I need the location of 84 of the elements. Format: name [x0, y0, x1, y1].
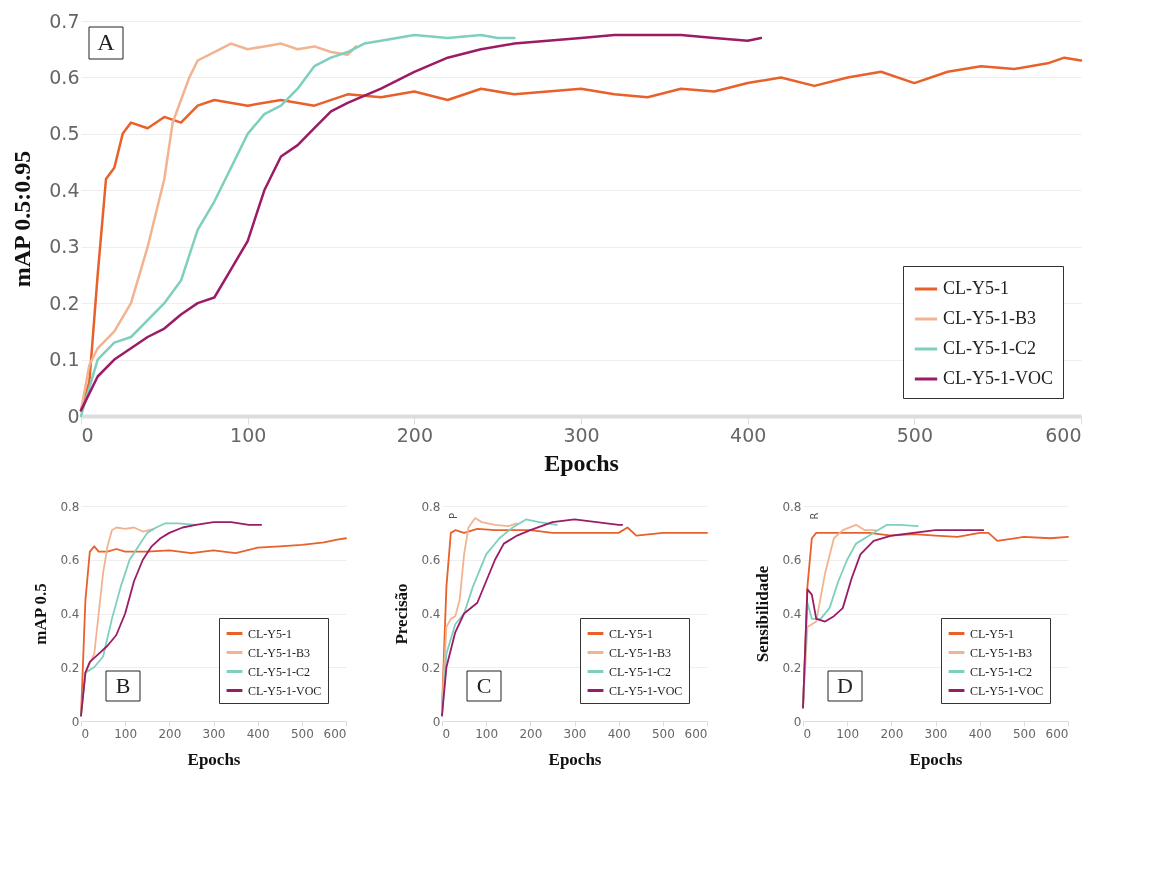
legend-label: CL-Y5-1 [609, 626, 653, 641]
x-tick-label: 500 [896, 423, 933, 446]
line-series [441, 517, 518, 709]
y-tick-label: 0.2 [60, 660, 80, 675]
y-tick-label: 0.4 [782, 607, 802, 621]
y-tick-label: 0.3 [49, 235, 80, 258]
annotation: C [476, 673, 492, 698]
x-tick-label: 200 [396, 423, 433, 446]
y-axis-title: Sensibilidade [753, 565, 773, 663]
y-tick-label: 0.4 [49, 178, 80, 201]
x-tick-label: 400 [730, 423, 767, 446]
y-tick-label: 0.7 [49, 9, 80, 32]
legend-label: CL-Y5-1-C2 [609, 664, 671, 679]
x-tick-label: 600 [323, 726, 347, 741]
legend-label: CL-Y5-1-VOC [248, 683, 322, 698]
x-tick-label: 500 [1012, 726, 1036, 741]
y-tick-label: 0.6 [782, 553, 802, 568]
x-tick-label: 500 [651, 726, 675, 741]
y-tick-label: 0.8 [60, 499, 80, 514]
line-series [79, 33, 763, 412]
annotation: B [115, 673, 131, 698]
legend-label: CL-Y5-1-B3 [609, 645, 671, 660]
x-tick-label: 100 [475, 726, 499, 741]
x-tick-label: 100 [114, 726, 138, 741]
y-tick-label: 0.2 [782, 660, 802, 675]
y-axis-title: mAP 0.5 [31, 583, 51, 645]
y-tick-label: 0.6 [60, 553, 80, 568]
legend-label: CL-Y5-1 [943, 278, 1009, 298]
y-tick-label: 0 [67, 404, 80, 427]
annotation: A [97, 29, 116, 55]
x-axis-title: Epochs [548, 749, 602, 769]
x-tick-label: 300 [563, 726, 587, 741]
x-tick-label: 200 [519, 726, 543, 741]
legend-label: CL-Y5-1-VOC [970, 683, 1044, 698]
y-tick-label: 0 [71, 714, 80, 729]
x-tick-label: 600 [684, 726, 708, 741]
x-axis-title: Epochs [187, 749, 241, 769]
y-tick-label: 0 [793, 714, 802, 729]
x-tick-label: 600 [1045, 726, 1069, 741]
y-tick-label: 0 [432, 714, 441, 729]
legend-label: CL-Y5-1-B3 [943, 308, 1036, 328]
y-tick-label: 0.2 [421, 660, 441, 675]
y-tick-label: 0.4 [421, 607, 441, 621]
x-tick-label: 400 [968, 726, 992, 741]
x-tick-label: 0 [803, 726, 812, 741]
y-tick-label: 0.2 [49, 291, 80, 314]
y-tick-label: 0.1 [49, 348, 80, 371]
x-tick-label: 100 [230, 423, 267, 446]
x-tick-label: 400 [246, 726, 270, 741]
line-series [79, 33, 516, 418]
y-axis-title: Precisão [392, 583, 412, 645]
x-axis-title: Epochs [909, 749, 963, 769]
x-axis-title: Epochs [544, 449, 619, 476]
x-tick-label: 400 [607, 726, 631, 741]
legend-label: CL-Y5-1-C2 [970, 664, 1032, 679]
y-tick-label: 0.8 [421, 499, 441, 514]
legend-label: CL-Y5-1-C2 [943, 338, 1036, 358]
y-tick-label: 0.6 [49, 65, 80, 88]
x-tick-label: 300 [563, 423, 600, 446]
annotation: P [448, 512, 459, 520]
x-tick-label: 0 [442, 726, 451, 741]
legend-label: CL-Y5-1 [970, 626, 1014, 641]
legend-label: CL-Y5-1-VOC [609, 683, 683, 698]
annotation: D [837, 673, 853, 698]
x-tick-label: 200 [158, 726, 182, 741]
x-tick-label: 500 [290, 726, 314, 741]
x-tick-label: 100 [836, 726, 860, 741]
legend-label: CL-Y5-1 [248, 626, 292, 641]
annotation: R [809, 512, 820, 520]
legend-label: CL-Y5-1-B3 [970, 645, 1032, 660]
x-tick-label: 600 [1045, 423, 1082, 446]
y-tick-label: 0.8 [782, 499, 802, 514]
x-tick-label: 300 [924, 726, 948, 741]
y-tick-label: 0.6 [421, 553, 441, 568]
legend-label: CL-Y5-1-B3 [248, 645, 310, 660]
legend-label: CL-Y5-1-VOC [943, 368, 1053, 388]
y-axis-title: mAP 0.5:0.95 [9, 150, 36, 288]
y-tick-label: 0.4 [60, 607, 80, 621]
x-tick-label: 0 [81, 423, 94, 446]
y-tick-label: 0.5 [49, 122, 80, 145]
legend-label: CL-Y5-1-C2 [248, 664, 310, 679]
x-tick-label: 300 [202, 726, 226, 741]
x-tick-label: 200 [880, 726, 904, 741]
x-tick-label: 0 [81, 726, 90, 741]
